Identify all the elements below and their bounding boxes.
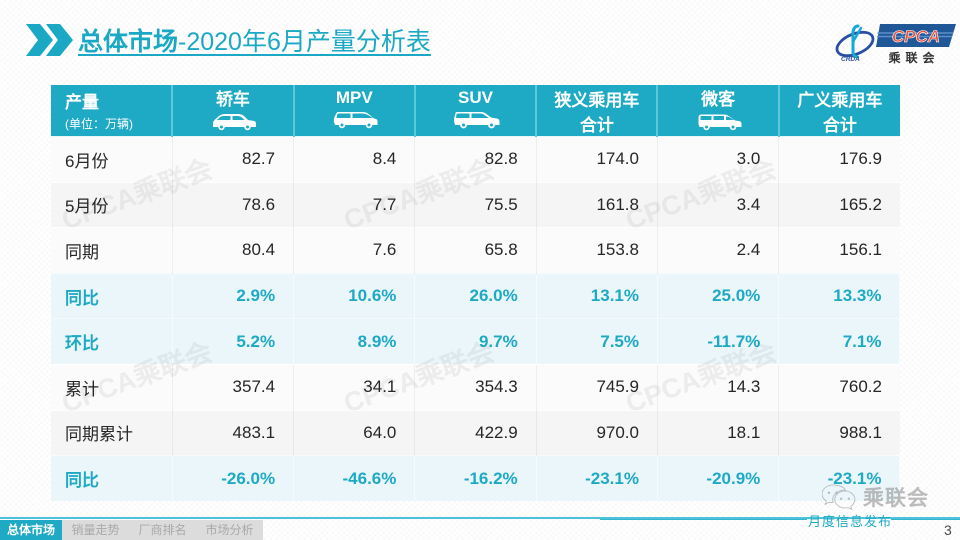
- svg-text:CPCA: CPCA: [892, 27, 940, 46]
- svg-text:CRDA: CRDA: [841, 56, 860, 62]
